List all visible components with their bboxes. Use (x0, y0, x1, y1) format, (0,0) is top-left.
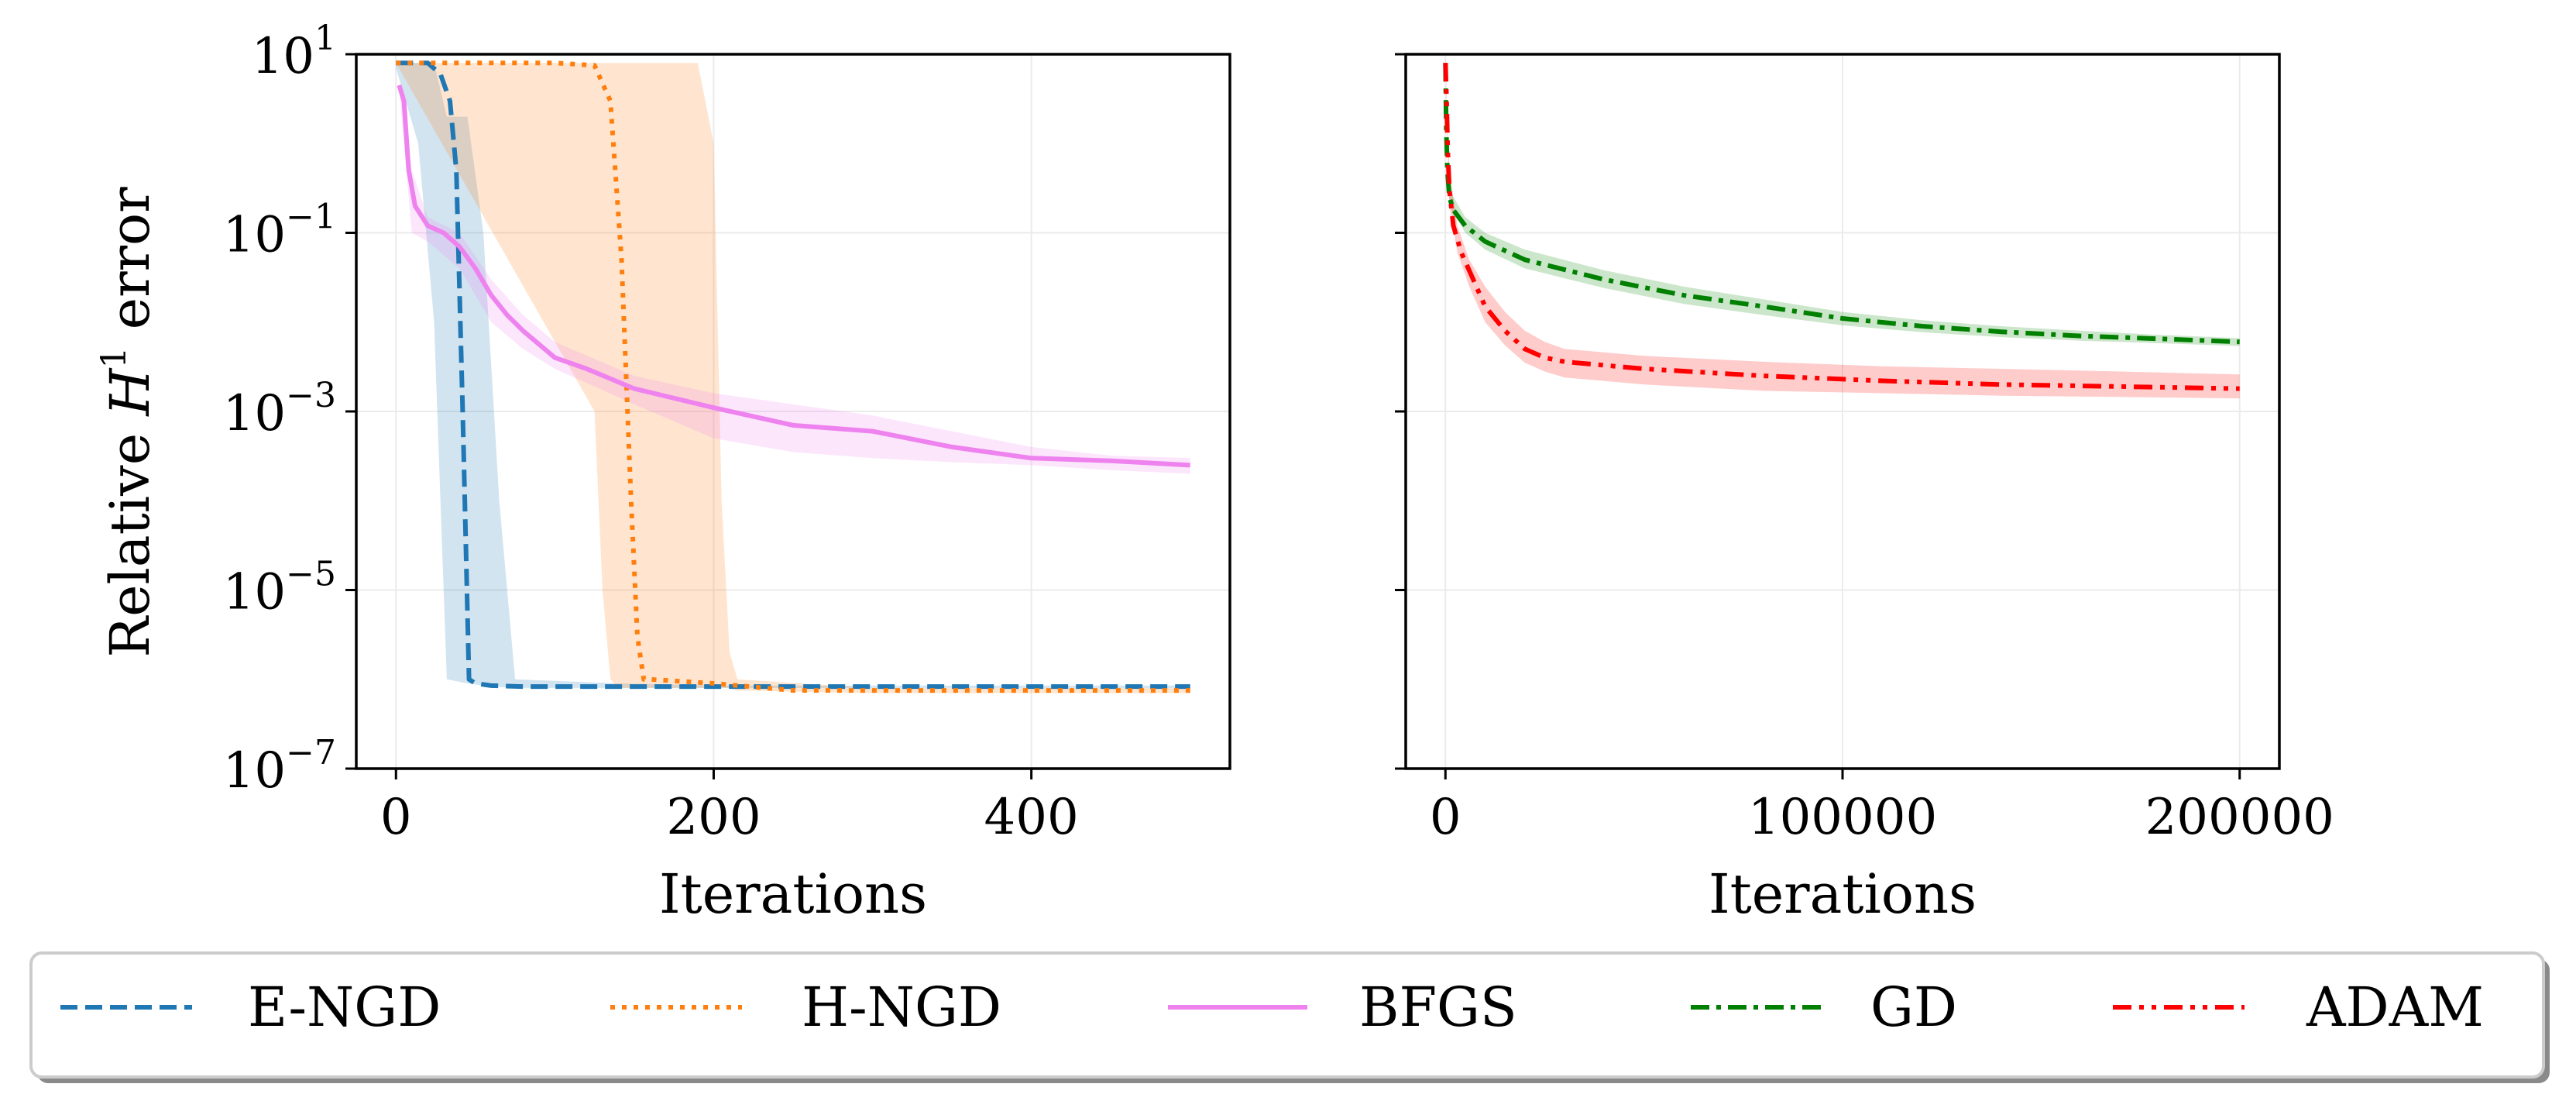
series-line-bfgs (397, 84, 1190, 468)
x-axis-label: Iterations (1709, 862, 1977, 926)
y-tick-label: 10−5 (223, 555, 336, 621)
legend-label-gd: GD (1870, 975, 1957, 1039)
x-tick-label: 200 (666, 789, 761, 846)
band-bfgs (399, 81, 1190, 474)
y-tick-label: 10−1 (223, 198, 336, 264)
y-axis-label: Relative H1 error (94, 187, 162, 658)
legend-label-e-ngd: E-NGD (248, 975, 441, 1039)
plot-area (396, 60, 1190, 693)
series-line-h-ngd (396, 60, 1190, 693)
legend-box (29, 951, 2545, 1079)
y-tick-label: 10−3 (223, 376, 336, 442)
x-axis-label: Iterations (659, 862, 927, 926)
x-tick-label: 200000 (2145, 789, 2334, 846)
left-chart: 0 200 400 Iterations 101 10−1 10−3 10−5 10−7 (223, 19, 1231, 926)
legend-label-adam: ADAM (2306, 975, 2484, 1039)
y-tick-label: 101 (252, 19, 336, 85)
band-e-ngd (396, 63, 1190, 688)
legend: E-NGD H-NGD BFGS GD ADAM (29, 951, 2550, 1083)
x-tick-label: 0 (380, 789, 412, 846)
legend-label-h-ngd: H-NGD (802, 975, 1001, 1039)
x-tick-label: 0 (1430, 789, 1461, 846)
band-h-ngd (396, 63, 1190, 693)
x-tick-label: 100000 (1748, 789, 1937, 846)
plot-area (1443, 63, 2240, 399)
legend-entries: E-NGD H-NGD BFGS GD ADAM (60, 975, 2484, 1039)
series-line-adam (1443, 63, 2240, 391)
legend-label-bfgs: BFGS (1359, 975, 1517, 1039)
right-chart: 0 100000 200000 Iterations (1395, 53, 2334, 926)
series-line-gd (1443, 63, 2240, 345)
y-tick-label: 10−7 (223, 733, 336, 800)
series-line-e-ngd (396, 60, 1190, 690)
x-tick-label: 400 (984, 789, 1079, 846)
